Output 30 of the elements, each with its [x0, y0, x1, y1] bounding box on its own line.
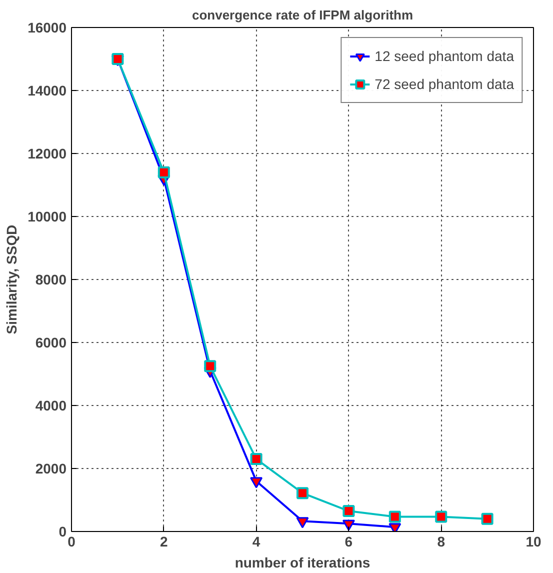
y-tick-label: 4000: [35, 398, 67, 414]
y-axis-title: Similarity, SSQD: [4, 224, 20, 334]
x-tick-label: 8: [437, 534, 446, 550]
y-tick-label: 0: [58, 524, 67, 540]
point: [342, 505, 355, 518]
y-tick-label: 10000: [28, 208, 67, 224]
point: [204, 360, 216, 372]
point: [342, 520, 355, 531]
y-tick-label: 16000: [28, 20, 67, 36]
x-axis-title: number of iterations: [234, 554, 370, 570]
point: [481, 512, 494, 525]
y-tick-label: 6000: [35, 334, 67, 350]
point: [388, 510, 401, 523]
legend-label: 12 seed phantom data: [374, 48, 514, 64]
x-tick-label: 10: [526, 534, 542, 550]
point: [158, 166, 170, 178]
x-tick-label: 2: [160, 534, 168, 550]
point: [250, 453, 262, 466]
x-tick-label: 4: [252, 534, 260, 550]
chart-title: convergence rate of IFPM algorithm: [192, 8, 414, 22]
point: [250, 477, 263, 488]
y-tick-label: 2000: [35, 460, 67, 476]
y-tick-label: 14000: [28, 82, 67, 98]
y-tick-label: 12000: [28, 146, 67, 162]
y-tick-label: 8000: [35, 272, 67, 288]
point: [296, 517, 309, 528]
legend-label: 72 seed phantom data: [374, 76, 514, 92]
point: [435, 510, 448, 523]
x-tick-label: 6: [344, 534, 353, 550]
point: [296, 487, 308, 500]
